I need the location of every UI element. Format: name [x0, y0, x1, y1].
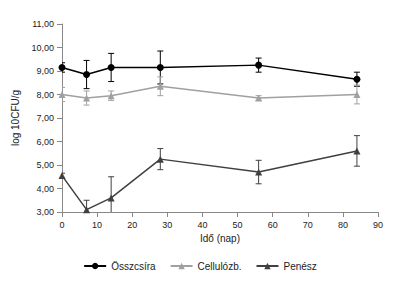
- svg-text:80: 80: [338, 220, 348, 230]
- svg-text:4,00: 4,00: [36, 184, 54, 194]
- svg-text:6,00: 6,00: [36, 137, 54, 147]
- svg-text:20: 20: [127, 220, 137, 230]
- svg-text:Összcsíra: Összcsíra: [111, 261, 156, 272]
- svg-text:9,00: 9,00: [36, 66, 54, 76]
- svg-text:60: 60: [268, 220, 278, 230]
- svg-text:5,00: 5,00: [36, 160, 54, 170]
- svg-text:3,00: 3,00: [36, 207, 54, 217]
- svg-text:8,00: 8,00: [36, 90, 54, 100]
- svg-text:Cellulózb.: Cellulózb.: [198, 261, 242, 272]
- svg-text:50: 50: [233, 220, 243, 230]
- svg-text:Idő (nap): Idő (nap): [200, 233, 240, 244]
- svg-text:70: 70: [303, 220, 313, 230]
- svg-text:0: 0: [59, 220, 64, 230]
- svg-text:log 10CFU/g: log 10CFU/g: [10, 90, 21, 146]
- svg-text:7,00: 7,00: [36, 113, 54, 123]
- svg-text:30: 30: [162, 220, 172, 230]
- svg-text:10,00: 10,00: [31, 43, 54, 53]
- svg-text:Penész: Penész: [284, 261, 317, 272]
- svg-text:10: 10: [92, 220, 102, 230]
- svg-text:90: 90: [373, 220, 383, 230]
- svg-text:40: 40: [197, 220, 207, 230]
- svg-text:11,00: 11,00: [32, 19, 54, 29]
